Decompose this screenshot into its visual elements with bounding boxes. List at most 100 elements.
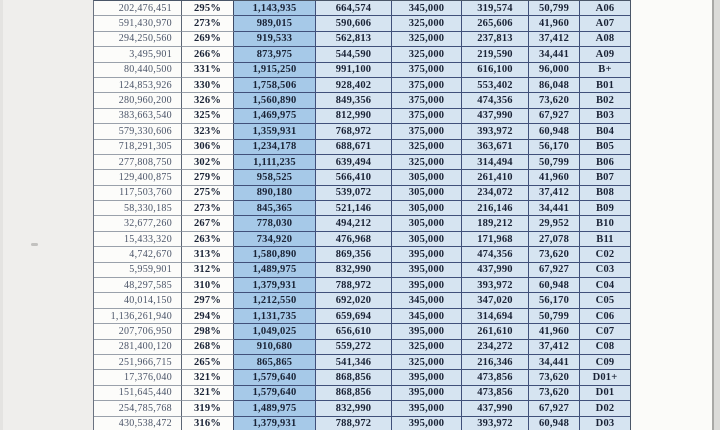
cell-value: 277,808,750 <box>94 154 182 171</box>
cell-value: 171,968 <box>462 231 529 248</box>
cell-code: B07 <box>580 170 631 186</box>
cell-value: 1,379,931 <box>234 278 316 294</box>
cell-value: 566,410 <box>316 170 392 186</box>
cell-value: 989,015 <box>234 16 316 32</box>
cell-code: B04 <box>580 124 631 140</box>
cell-value: 1,234,178 <box>234 139 316 155</box>
cell-value: 476,968 <box>316 231 392 248</box>
cell-value: 280,960,200 <box>94 93 182 109</box>
cell-value: 928,402 <box>316 77 392 94</box>
cell-value: 50,799 <box>529 154 580 171</box>
cell-value: 319% <box>182 401 234 417</box>
cell-value: 873,975 <box>234 47 316 63</box>
cell-code: A06 <box>580 1 631 17</box>
cell-value: 261,410 <box>462 170 529 186</box>
cell-value: 314,494 <box>462 154 529 171</box>
cell-value: 910,680 <box>234 339 316 355</box>
cell-code: D01 <box>580 385 631 402</box>
cell-value: 395,000 <box>392 278 462 294</box>
cell-value: 363,671 <box>462 139 529 155</box>
cell-value: 325,000 <box>392 47 462 63</box>
cell-code: C04 <box>580 278 631 294</box>
cell-value: 788,972 <box>316 416 392 430</box>
cell-value: 27,078 <box>529 231 580 248</box>
cell-value: 325,000 <box>392 16 462 32</box>
cell-value: 1,143,935 <box>234 1 316 17</box>
cell-value: 34,441 <box>529 354 580 371</box>
cell-value: 265,606 <box>462 16 529 32</box>
data-table: 202,476,451 295% 1,143,935 664,574 345,000 31… <box>93 0 631 430</box>
cell-value: 639,494 <box>316 154 392 171</box>
cell-value: 273% <box>182 201 234 217</box>
cell-value: 591,430,970 <box>94 16 182 32</box>
cell-value: 664,574 <box>316 1 392 17</box>
table-row: 117,503,760 275% 890,180 539,072 305,000 234,… <box>94 185 631 202</box>
table-row: 15,433,320 263% 734,920 476,968 305,000 171,9… <box>94 231 631 248</box>
cell-value: 590,606 <box>316 16 392 32</box>
table-row: 32,677,260 267% 778,030 494,212 305,000 189,2… <box>94 216 631 232</box>
cell-value: 331% <box>182 62 234 78</box>
cell-value: 788,972 <box>316 278 392 294</box>
cell-value: 124,853,926 <box>94 77 182 94</box>
table-row: 718,291,305 306% 1,234,178 688,671 325,000 36… <box>94 139 631 155</box>
cell-value: 237,813 <box>462 31 529 48</box>
table-row: 207,706,950 298% 1,049,025 656,610 395,000 26… <box>94 324 631 340</box>
cell-value: 323% <box>182 124 234 140</box>
table-row: 277,808,750 302% 1,111,235 639,494 325,000 31… <box>94 154 631 171</box>
cell-value: 395,000 <box>392 262 462 279</box>
cell-code: D03 <box>580 416 631 430</box>
cell-value: 865,865 <box>234 354 316 371</box>
cell-value: 375,000 <box>392 77 462 94</box>
table-row: 579,330,606 323% 1,359,931 768,972 375,000 39… <box>94 124 631 140</box>
cell-value: 321% <box>182 385 234 402</box>
cell-value: 37,412 <box>529 185 580 202</box>
cell-value: 41,960 <box>529 170 580 186</box>
cell-value: 254,785,768 <box>94 401 182 417</box>
cell-value: 314,694 <box>462 308 529 325</box>
cell-value: 273% <box>182 16 234 32</box>
cell-value: 656,610 <box>316 324 392 340</box>
cell-value: 395,000 <box>392 385 462 402</box>
cell-value: 437,990 <box>462 401 529 417</box>
cell-value: 295% <box>182 1 234 17</box>
cell-value: 1,579,640 <box>234 385 316 402</box>
cell-value: 60,948 <box>529 278 580 294</box>
cell-value: 559,272 <box>316 339 392 355</box>
cell-value: 269% <box>182 31 234 48</box>
cell-value: 34,441 <box>529 201 580 217</box>
cell-value: 345,000 <box>392 293 462 309</box>
cell-value: 890,180 <box>234 185 316 202</box>
cell-value: 306% <box>182 139 234 155</box>
cell-value: 316% <box>182 416 234 430</box>
cell-value: 275% <box>182 185 234 202</box>
table-row: 58,330,185 273% 845,365 521,146 305,000 216,1… <box>94 201 631 217</box>
cell-value: 234,072 <box>462 185 529 202</box>
cell-value: 305,000 <box>392 216 462 232</box>
cell-value: 919,533 <box>234 31 316 48</box>
cell-value: 48,297,585 <box>94 278 182 294</box>
cell-code: A08 <box>580 31 631 48</box>
cell-value: 50,799 <box>529 308 580 325</box>
cell-code: D02 <box>580 401 631 417</box>
cell-value: 321% <box>182 370 234 386</box>
table-row: 129,400,875 279% 958,525 566,410 305,000 261,… <box>94 170 631 186</box>
cell-value: 688,671 <box>316 139 392 155</box>
cell-value: 1,758,506 <box>234 77 316 94</box>
cell-value: 325% <box>182 108 234 125</box>
table-row: 3,495,901 266% 873,975 544,590 325,000 219,59… <box>94 47 631 63</box>
cell-value: 325,000 <box>392 339 462 355</box>
cell-value: 869,356 <box>316 247 392 263</box>
cell-value: 305,000 <box>392 201 462 217</box>
ink-smudge <box>31 243 38 246</box>
cell-value: 73,620 <box>529 247 580 263</box>
cell-value: 40,014,150 <box>94 293 182 309</box>
scan-left-edge <box>0 0 3 430</box>
cell-value: 67,927 <box>529 401 580 417</box>
cell-value: 849,356 <box>316 93 392 109</box>
cell-value: 430,538,472 <box>94 416 182 430</box>
cell-code: C07 <box>580 324 631 340</box>
table-row: 1,136,261,940 294% 1,131,735 659,694 345,000… <box>94 308 631 325</box>
cell-value: 395,000 <box>392 401 462 417</box>
cell-value: 37,412 <box>529 31 580 48</box>
